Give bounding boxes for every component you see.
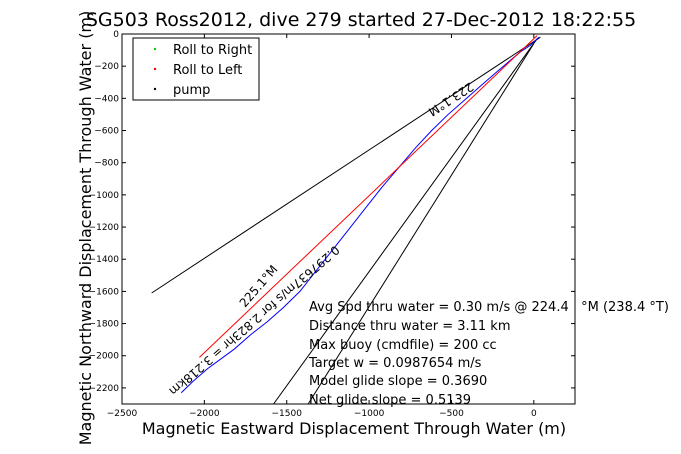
x-tick-label: −500 bbox=[439, 409, 464, 419]
chart-title: SG503 Ross2012, dive 279 started 27-Dec-… bbox=[86, 9, 636, 31]
y-tick-label: −600 bbox=[94, 127, 119, 137]
data-lines bbox=[151, 35, 541, 405]
y-tick-label: −1600 bbox=[89, 287, 120, 297]
legend-marker-pump bbox=[153, 87, 157, 91]
legend: Roll to Right Roll to Left pump bbox=[132, 37, 260, 101]
x-axis-label: Magnetic Eastward Displacement Through W… bbox=[142, 419, 566, 438]
x-tick-label: −2000 bbox=[189, 409, 220, 419]
y-tick-label: −800 bbox=[94, 159, 119, 169]
y-axis-label: Magnetic Northward Displacement Through … bbox=[76, 11, 95, 446]
legend-label-pump: pump bbox=[173, 83, 210, 98]
y-tick-label: −1000 bbox=[89, 191, 120, 201]
y-tick-label: −200 bbox=[94, 62, 119, 72]
y-tick-label: −2200 bbox=[89, 384, 120, 394]
annotation-target-w: Target w = 0.0987654 m/s bbox=[308, 356, 482, 371]
x-tick-label: −1500 bbox=[272, 409, 303, 419]
annotation-model-glide: Model glide slope = 0.3690 bbox=[309, 374, 487, 389]
y-tick-label: −1800 bbox=[89, 320, 120, 330]
x-tick-label: 0 bbox=[531, 409, 537, 419]
annotation-avg-speed: Avg Spd thru water = 0.30 m/s @ 224.4 °M… bbox=[309, 300, 669, 315]
series-line-1 bbox=[180, 36, 540, 394]
annotation-distance: Distance thru water = 3.11 km bbox=[309, 319, 511, 334]
reference-line-3 bbox=[307, 43, 535, 405]
legend-marker-roll-left bbox=[153, 67, 157, 71]
reference-line-2 bbox=[273, 38, 538, 405]
x-tick-label: −1000 bbox=[354, 409, 385, 419]
legend-marker-roll-right bbox=[153, 47, 157, 51]
y-tick-label: −1200 bbox=[89, 223, 120, 233]
reference-line-1 bbox=[151, 36, 541, 294]
legend-label-roll-left: Roll to Left bbox=[173, 63, 242, 78]
legend-label-roll-right: Roll to Right bbox=[173, 43, 252, 58]
axis-ticks: −2500 −2000 −1500 −1000 −500 0 0 −200 −400 −600 −8… bbox=[89, 30, 575, 419]
y-tick-label: −2000 bbox=[89, 352, 120, 362]
series-line-2 bbox=[199, 35, 538, 358]
annotation-max-buoy: Max buoy (cmdfile) = 200 cc bbox=[309, 338, 497, 353]
y-tick-label: −400 bbox=[94, 94, 119, 104]
x-tick-label: −2500 bbox=[107, 409, 138, 419]
y-tick-label: −1400 bbox=[89, 255, 120, 265]
annotations: Avg Spd thru water = 0.30 m/s @ 224.4 °M… bbox=[308, 300, 669, 408]
annotation-net-glide: Net glide slope = 0.5139 bbox=[309, 393, 471, 408]
y-tick-label: 0 bbox=[113, 30, 119, 40]
